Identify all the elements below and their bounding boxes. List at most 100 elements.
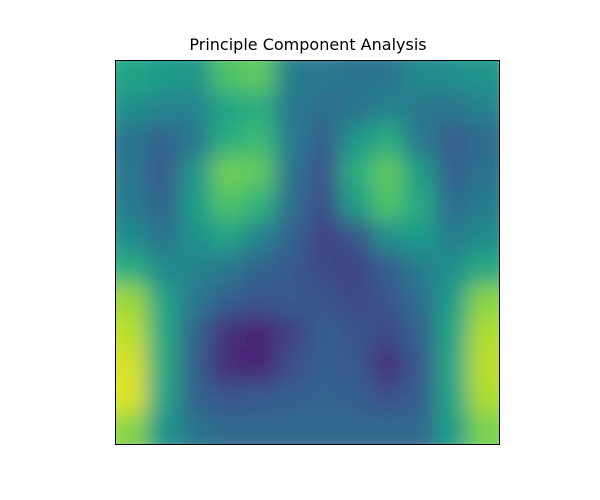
heatmap-cell xyxy=(435,124,469,157)
heatmap-cell xyxy=(307,124,341,157)
heatmap-cell xyxy=(275,188,309,222)
heatmap-cell xyxy=(307,92,341,125)
heatmap-cell xyxy=(371,252,405,286)
heatmap-cell xyxy=(403,316,437,350)
heatmap-cell xyxy=(275,252,309,286)
heatmap-cell xyxy=(435,156,469,189)
heatmap-cell xyxy=(467,156,500,189)
heatmap-cell xyxy=(339,412,373,445)
heatmap-cell xyxy=(371,60,405,93)
heatmap-cell xyxy=(467,284,500,318)
heatmap-cell xyxy=(339,220,373,254)
heatmap-cell xyxy=(435,60,469,93)
heatmap-cell xyxy=(339,252,373,286)
heatmap-cell xyxy=(275,284,309,318)
heatmap-cell xyxy=(339,188,373,222)
heatmap-cell xyxy=(147,188,180,222)
heatmap-cell xyxy=(179,284,212,318)
heatmap-cell xyxy=(467,220,500,254)
heatmap-cell xyxy=(307,380,341,414)
heatmap-cell xyxy=(243,380,277,414)
heatmap-cell xyxy=(435,188,469,222)
heatmap-cell xyxy=(275,124,309,157)
heatmap-cell xyxy=(115,316,148,350)
heatmap-cell xyxy=(147,252,180,286)
heatmap-cell xyxy=(403,188,437,222)
heatmap-cell xyxy=(371,156,405,189)
heatmap-cells xyxy=(115,60,500,445)
heatmap-cell xyxy=(147,348,180,382)
heatmap-cell xyxy=(179,380,212,414)
heatmap-cell xyxy=(275,380,309,414)
heatmap-cell xyxy=(211,284,244,318)
heatmap-cell xyxy=(115,412,148,445)
heatmap-cell xyxy=(179,220,212,254)
heatmap-cell xyxy=(147,92,180,125)
heatmap-cell xyxy=(179,412,212,445)
heatmap-cell xyxy=(307,284,341,318)
heatmap-cell xyxy=(211,220,244,254)
heatmap-cell xyxy=(243,92,277,125)
heatmap-cell xyxy=(403,220,437,254)
heatmap-cell xyxy=(435,220,469,254)
heatmap-cell xyxy=(371,316,405,350)
heatmap-cell xyxy=(147,220,180,254)
heatmap-cell xyxy=(339,60,373,93)
heatmap-cell xyxy=(435,284,469,318)
heatmap-cell xyxy=(371,284,405,318)
heatmap-cell xyxy=(403,92,437,125)
heatmap-cell xyxy=(307,316,341,350)
heatmap-cell xyxy=(467,92,500,125)
heatmap-cell xyxy=(147,284,180,318)
heatmap-cell xyxy=(403,412,437,445)
heatmap-cell xyxy=(307,188,341,222)
heatmap-cell xyxy=(307,348,341,382)
heatmap-cell xyxy=(147,156,180,189)
heatmap-cell xyxy=(179,316,212,350)
heatmap-cell xyxy=(211,252,244,286)
heatmap-cell xyxy=(115,284,148,318)
heatmap-cell xyxy=(243,316,277,350)
heatmap-cell xyxy=(435,92,469,125)
heatmap-cell xyxy=(307,220,341,254)
heatmap-cell xyxy=(211,380,244,414)
heatmap-cell xyxy=(403,380,437,414)
heatmap-cell xyxy=(435,316,469,350)
heatmap-cell xyxy=(371,220,405,254)
heatmap-cell xyxy=(179,252,212,286)
heatmap-cell xyxy=(403,348,437,382)
heatmap-cell xyxy=(179,188,212,222)
heatmap-cell xyxy=(339,284,373,318)
heatmap-cell xyxy=(115,380,148,414)
heatmap-cell xyxy=(115,188,148,222)
heatmap-cell xyxy=(435,412,469,445)
heatmap-cell xyxy=(275,92,309,125)
heatmap-cell xyxy=(275,60,309,93)
heatmap-cell xyxy=(371,380,405,414)
heatmap-cell xyxy=(467,60,500,93)
heatmap-cell xyxy=(467,316,500,350)
heatmap-cell xyxy=(115,60,148,93)
heatmap-cell xyxy=(371,188,405,222)
heatmap-cell xyxy=(467,188,500,222)
heatmap-cell xyxy=(371,124,405,157)
heatmap-cell xyxy=(275,412,309,445)
heatmap-cell xyxy=(467,412,500,445)
heatmap-cell xyxy=(307,252,341,286)
heatmap-cell xyxy=(435,348,469,382)
heatmap-cell xyxy=(243,284,277,318)
heatmap-cell xyxy=(211,156,244,189)
heatmap-cell xyxy=(371,348,405,382)
heatmap-cell xyxy=(243,252,277,286)
heatmap-cell xyxy=(147,316,180,350)
heatmap-cell xyxy=(275,156,309,189)
heatmap-cell xyxy=(179,60,212,93)
heatmap-cell xyxy=(115,156,148,189)
heatmap-cell xyxy=(403,156,437,189)
heatmap-cell xyxy=(403,60,437,93)
heatmap-cell xyxy=(339,348,373,382)
heatmap-cell xyxy=(211,188,244,222)
heatmap-cell xyxy=(211,124,244,157)
heatmap-cell xyxy=(179,92,212,125)
